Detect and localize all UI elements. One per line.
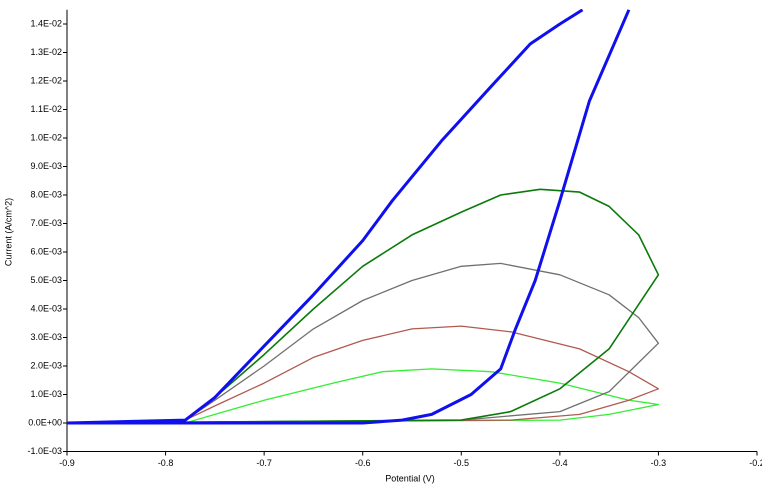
y-tick-label: 7.0E-03 (30, 218, 62, 228)
series-line (67, 368, 660, 424)
y-tick-label: 0.0E+00 (28, 417, 62, 427)
y-tick-label: 1.4E-02 (30, 18, 62, 28)
plot-area (67, 9, 660, 425)
y-tick-label: 1.0E-03 (30, 389, 62, 399)
y-tick-label: 1.0E-02 (30, 132, 62, 142)
y-tick-label: 1.2E-02 (30, 75, 62, 85)
y-tick-label: 2.0E-03 (30, 360, 62, 370)
series-line (67, 188, 660, 424)
y-tick-label: 1.1E-02 (30, 104, 62, 114)
x-tick-label: -0.3 (651, 458, 667, 468)
series-line (67, 325, 660, 424)
y-tick-label: 1.3E-02 (30, 47, 62, 57)
y-tick-label: -1.0E-03 (27, 446, 62, 456)
x-tick-label: -0.7 (256, 458, 272, 468)
y-tick-label: 5.0E-03 (30, 275, 62, 285)
x-axis-label: Potential (V) (385, 473, 435, 483)
y-tick-label: 3.0E-03 (30, 332, 62, 342)
series-line (67, 262, 660, 424)
y-axis-label: Current (A/cm^2) (3, 198, 13, 266)
x-tick-label: -0.8 (158, 458, 174, 468)
series-line (67, 9, 631, 425)
y-tick-label: 4.0E-03 (30, 303, 62, 313)
y-tick-label: 6.0E-03 (30, 246, 62, 256)
y-tick-label: 9.0E-03 (30, 161, 62, 171)
x-tick-label: -0.9 (59, 458, 75, 468)
x-tick-label: -0.4 (552, 458, 568, 468)
x-tick-label: -0.6 (355, 458, 371, 468)
x-tick-label: -0.2 (749, 458, 762, 468)
y-tick-label: 8.0E-03 (30, 189, 62, 199)
x-tick-label: -0.5 (454, 458, 470, 468)
